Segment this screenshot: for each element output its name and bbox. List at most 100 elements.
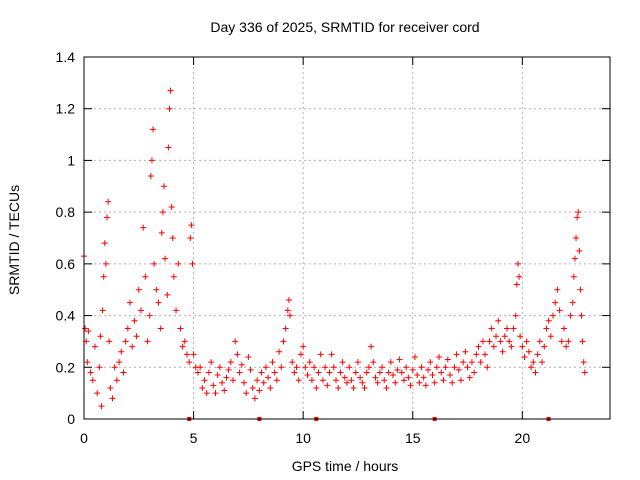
data-point [221,387,228,394]
data-point [89,377,96,384]
data-point [350,384,357,391]
data-point [245,353,252,360]
data-point [530,359,537,366]
data-point [346,364,353,371]
data-point [352,369,359,376]
data-point [306,359,313,366]
data-point [280,338,287,345]
data-point [317,351,324,358]
data-point [571,255,578,262]
data-point [376,369,383,376]
data-point [122,338,129,345]
data-point [405,374,412,381]
data-point [569,299,576,306]
data-point [512,312,519,319]
data-point [573,235,580,241]
data-point [240,379,247,386]
data-point [102,260,109,267]
data-point [370,359,377,366]
data-point [131,317,138,324]
data-point [249,384,256,391]
data-point [510,325,517,332]
data-point [558,338,565,345]
data-point [269,359,276,366]
data-point [365,364,372,371]
data-point [453,351,460,358]
data-point [201,377,208,384]
data-point [528,364,535,371]
data-point [160,183,167,190]
data-point [361,384,368,391]
data-point [532,369,539,376]
data-point [436,353,443,360]
data-point [297,351,304,358]
x-tick-label: 10 [295,430,311,446]
data-point [455,366,462,373]
data-point [157,325,164,332]
data-point [575,209,582,216]
data-point [199,384,206,391]
data-point [503,325,510,332]
data-point [418,364,425,371]
data-points [81,87,588,410]
data-point [475,343,482,350]
data-point [232,338,239,345]
data-point [486,338,493,345]
data-point [506,338,513,345]
data-point [234,351,241,358]
data-point [243,390,250,397]
data-point [150,126,157,133]
x-tick-label: 0 [80,430,88,446]
data-point [205,369,212,376]
data-point [186,359,193,366]
data-point [107,384,114,391]
data-point [536,338,543,345]
data-point [165,144,172,151]
data-point [276,348,283,355]
data-point [311,364,318,371]
y-tick-label: 1 [67,152,75,168]
data-point [534,351,541,358]
data-point [267,384,274,391]
x-axis-label: GPS time / hours [292,458,399,474]
data-point [159,209,166,216]
data-point [556,307,563,314]
data-point [344,379,350,386]
data-point [525,348,532,355]
data-point [300,343,307,350]
data-point [326,369,333,376]
data-point [442,364,449,371]
data-point [354,359,361,366]
data-point [348,377,355,384]
data-point [194,369,201,376]
data-point [295,377,302,384]
y-tick-label: 1.4 [56,49,76,65]
data-point [374,379,381,386]
data-point [407,382,414,389]
data-point [550,312,557,319]
data-point [477,359,484,366]
data-point [129,343,136,350]
data-point [577,286,584,293]
data-point [273,377,280,384]
data-point [363,369,370,376]
chart-title: Day 336 of 2025, SRMTID for receiver cor… [210,19,479,35]
data-point [94,390,101,397]
data-point [238,361,245,368]
data-point [285,297,292,304]
data-point [225,366,232,373]
data-point [392,379,399,386]
data-point [517,333,524,340]
data-point [173,307,180,314]
data-point [144,338,151,345]
data-point [319,377,326,384]
data-point [372,374,379,381]
data-point [203,390,210,397]
data-point [560,325,567,332]
y-axis-label: SRMTID / TECUs [6,185,22,295]
data-point [304,372,311,379]
x-tick-label: 20 [515,430,531,446]
data-point [214,372,221,379]
data-point [390,372,397,379]
data-point [179,343,186,350]
